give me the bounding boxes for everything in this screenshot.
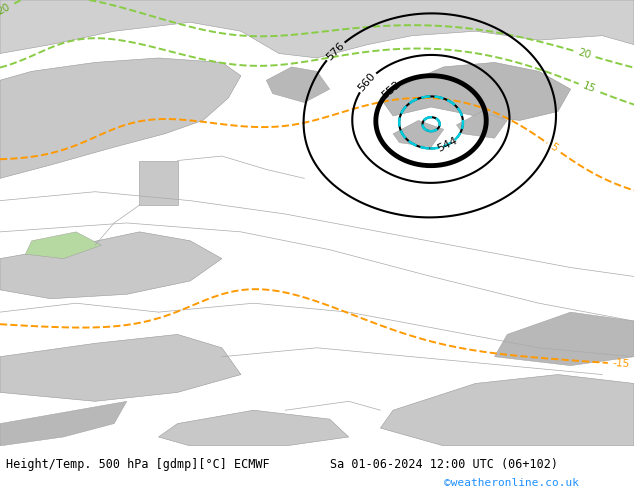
Polygon shape xyxy=(456,112,507,138)
Text: 20: 20 xyxy=(0,1,12,17)
Polygon shape xyxy=(0,0,634,58)
Text: 560: 560 xyxy=(356,71,378,94)
Polygon shape xyxy=(380,62,571,121)
Polygon shape xyxy=(0,401,127,446)
Polygon shape xyxy=(139,161,178,205)
Polygon shape xyxy=(0,334,241,401)
Polygon shape xyxy=(0,58,241,178)
Text: -15: -15 xyxy=(612,358,630,369)
Text: 576: 576 xyxy=(324,40,346,62)
Polygon shape xyxy=(25,232,101,259)
Text: 15: 15 xyxy=(581,81,597,95)
Text: 5: 5 xyxy=(548,142,560,154)
Text: ©weatheronline.co.uk: ©weatheronline.co.uk xyxy=(444,478,579,488)
Polygon shape xyxy=(158,410,349,446)
Polygon shape xyxy=(393,121,444,147)
Text: 20: 20 xyxy=(577,47,592,60)
Text: 544: 544 xyxy=(436,136,459,154)
Text: Sa 01-06-2024 12:00 UTC (06+102): Sa 01-06-2024 12:00 UTC (06+102) xyxy=(330,458,558,471)
Polygon shape xyxy=(0,232,222,299)
Text: 552: 552 xyxy=(380,79,403,100)
Polygon shape xyxy=(495,312,634,366)
Text: Height/Temp. 500 hPa [gdmp][°C] ECMWF: Height/Temp. 500 hPa [gdmp][°C] ECMWF xyxy=(6,458,270,471)
Polygon shape xyxy=(380,374,634,446)
Polygon shape xyxy=(266,67,330,102)
